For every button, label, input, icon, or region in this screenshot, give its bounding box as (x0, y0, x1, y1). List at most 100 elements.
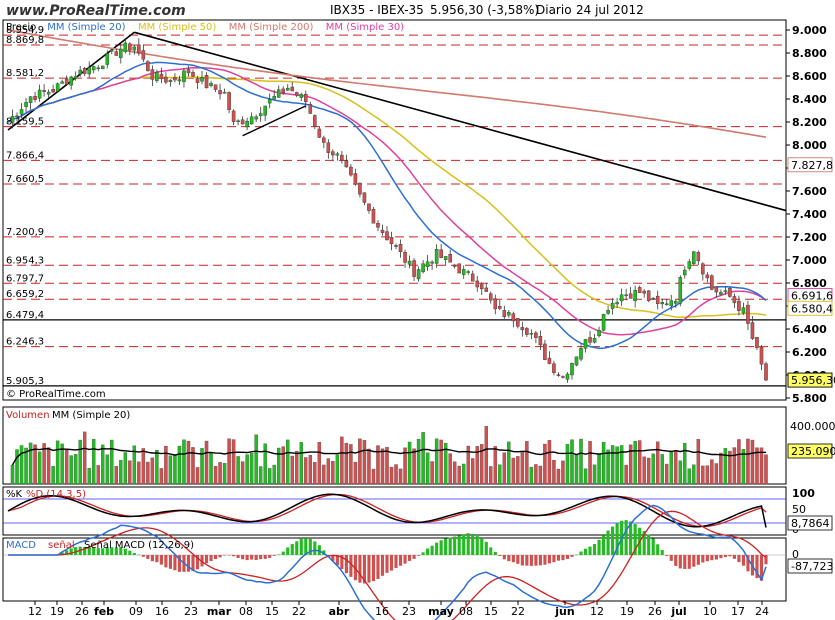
candle-up (276, 89, 281, 98)
volume-bar-up (200, 448, 204, 485)
macd-hist-down (232, 555, 236, 557)
candle-up (263, 105, 267, 116)
volume-axis-label: 400.000 (790, 420, 835, 433)
candle-up (687, 261, 692, 269)
candle-down (82, 67, 87, 74)
price-tick-label: 6.200 (792, 346, 827, 359)
candle-up (466, 271, 470, 273)
macd-hist-up (290, 544, 294, 555)
x-axis: 12 19 26 feb 09 16 23 mar 08 15 22 abr 16 23 may 08 15 22… (28, 601, 769, 618)
volume-bar-down (331, 461, 335, 485)
volume-bar-down (556, 468, 561, 485)
candle-down (710, 275, 714, 290)
candle-down (191, 72, 195, 77)
volume-bar-down (764, 454, 768, 485)
volume-bar-down (552, 459, 556, 485)
volume-bar-down (719, 452, 723, 485)
macd-hist-down (223, 555, 227, 556)
macd-hist-up (606, 530, 610, 555)
volume-bar-up (434, 438, 439, 485)
macd-hist-down (556, 555, 561, 561)
candle-up (669, 300, 674, 307)
candle-down (556, 374, 561, 376)
volume-bar-down (389, 466, 394, 485)
candle-down (511, 313, 516, 322)
x-tick-label: 17 (731, 605, 745, 618)
x-tick-label: 16 (375, 605, 389, 618)
volume-bar-up (660, 454, 664, 485)
volume-bar-up (687, 468, 692, 485)
candle-down (764, 363, 768, 381)
volume-bar-down (525, 441, 529, 485)
volume-bar-up (335, 454, 340, 485)
stoch-value-box (787, 515, 833, 531)
candle-up (155, 71, 159, 81)
candle-down (281, 88, 285, 93)
candle-down (628, 293, 633, 299)
volume-bar-down (46, 447, 51, 485)
macd-hist-up (426, 548, 430, 555)
x-tick-label: 12 (590, 605, 604, 618)
x-tick-label: 26 (648, 605, 662, 618)
volume-bar-down (33, 444, 37, 485)
candle-up (597, 330, 601, 337)
macd-hist-up (475, 536, 479, 555)
macd-hist-up (286, 547, 290, 555)
macd-hist-up (583, 548, 588, 555)
header-last: 5.956,30 (-3,58%) (430, 3, 539, 17)
macd-hist-down (191, 555, 195, 571)
x-tick-label: feb (94, 605, 114, 618)
macd-hist-down (335, 555, 339, 566)
volume-bar-up (272, 464, 276, 485)
macd-hist-down (236, 555, 240, 559)
volume-bar-down (588, 441, 592, 485)
macd-hist-down (245, 555, 249, 561)
macd-hist-up (128, 550, 132, 555)
macd-hist-down (146, 555, 150, 559)
macd-hist-down (723, 555, 727, 558)
volume-bar-up (19, 445, 24, 485)
macd-hist-down (407, 555, 412, 561)
volume-bar-up (119, 460, 123, 485)
volume-bar-down (304, 457, 308, 485)
candle-up (570, 363, 574, 376)
candle-down (317, 128, 322, 138)
macd-hist-up (602, 535, 606, 555)
macd-line (8, 504, 767, 620)
volume-bar-down (150, 457, 155, 485)
candle-up (615, 302, 619, 305)
macd-hist-down (507, 555, 511, 562)
candle-up (673, 300, 678, 304)
candle-up (678, 277, 683, 304)
candle-down (728, 287, 732, 297)
value-box-text: 7.827,8 (791, 159, 833, 172)
macd-hist-down (389, 555, 394, 571)
volume-bar-down (412, 448, 416, 485)
volume-bar-down (489, 466, 493, 485)
candle-down (331, 151, 335, 156)
candle-up (664, 303, 669, 306)
price-tick-label: 8.000 (792, 139, 827, 152)
candle-down (128, 43, 132, 51)
candle-down (326, 142, 331, 153)
volume-bar-down (344, 442, 349, 485)
candle-down (159, 73, 164, 80)
logo-mark: www.ProRealTime.com (6, 3, 186, 19)
stoch-value-text: 8,7864 (791, 517, 830, 530)
candle-up (592, 338, 597, 343)
macd-hist-up (60, 552, 64, 555)
volume-bar-down (349, 444, 353, 485)
level-label: 8.869,8 (6, 35, 44, 46)
macd-hist-up (493, 551, 497, 555)
level-label: 7.200,9 (6, 227, 44, 238)
macd-hist-down (380, 555, 385, 576)
macd-hist-down (525, 555, 529, 566)
candle-up (335, 153, 340, 156)
candle-down (547, 357, 552, 364)
volume-bar-up (741, 449, 746, 485)
candle-up (19, 109, 24, 115)
macd-hist-down (186, 555, 191, 572)
candles (10, 38, 768, 383)
volume-bar-down (714, 463, 719, 485)
candle-down (114, 51, 119, 56)
